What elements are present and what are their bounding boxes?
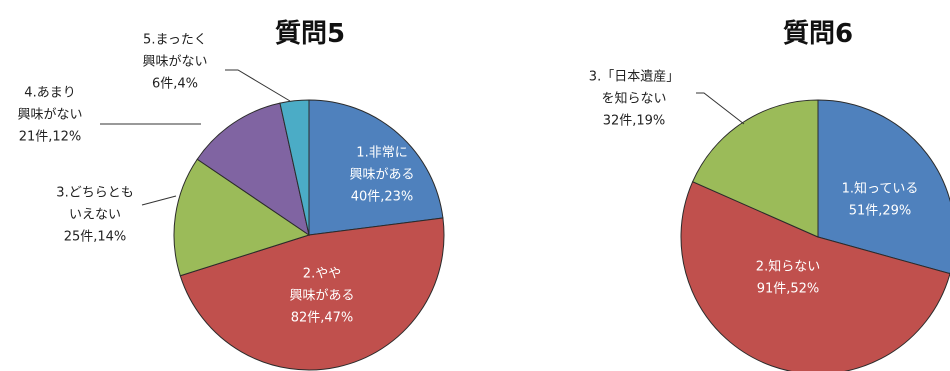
slice-label-2-line: 82件,47% <box>291 311 354 326</box>
slice-label-3: 3.「日本遺産」を知らない 32件,19% <box>589 69 679 129</box>
pie-chart-q6: 質問6 1.知っている 51件,29% 2.知らない 91件,52% 3.「日本遺産」を… <box>589 19 950 371</box>
leader-lines-q5 <box>100 69 291 206</box>
pie-slice-4 <box>196 102 310 237</box>
slice-label-1-line: 40件,23% <box>351 190 414 205</box>
slice-label-1: 1.非常に興味がある 40件,23% <box>349 146 414 205</box>
slice-label-4-line: 4.あまり <box>24 86 75 101</box>
slice-label-3-line: いえない <box>69 208 121 223</box>
leader-line-5 <box>225 69 291 102</box>
slice-label-4-line: 興味がない <box>17 108 82 123</box>
slice-label-1-line: 1.非常に <box>356 146 407 161</box>
leader-line-3 <box>696 92 745 125</box>
pie-chart-q5: 質問5 1.非常に興味がある 40件,23%2.やや興味がある 82件,47%3.ど… <box>17 19 445 371</box>
slice-label-3-line: 25件,14% <box>64 230 127 245</box>
slice-label-5-line: 6件,4% <box>152 77 198 92</box>
chart-title-q5: 質問5 <box>275 19 345 49</box>
slice-label-5-line: 5.まったく <box>143 33 207 48</box>
slice-label-1-line: 51件,29% <box>849 204 912 219</box>
pie-slices-q5 <box>173 99 445 371</box>
pie-slice-2 <box>680 181 950 371</box>
pie-slice-5 <box>279 99 310 236</box>
slice-labels-q5: 1.非常に興味がある 40件,23%2.やや興味がある 82件,47%3.どちらとも… <box>17 33 414 326</box>
pie-slice-3 <box>691 99 819 238</box>
chart-title-q6: 質問6 <box>783 19 853 49</box>
slice-label-2: 2.知らない 91件,52% <box>756 259 820 297</box>
slice-label-2-line: 興味がある <box>289 289 354 304</box>
slice-label-3-line: 32件,19% <box>603 114 666 129</box>
slice-label-1-line: 1.知っている <box>842 181 919 197</box>
slice-labels-q6: 1.知っている 51件,29% 2.知らない 91件,52% 3.「日本遺産」を知らない… <box>589 69 919 297</box>
slice-label-2-line: 2.やや <box>303 267 341 282</box>
pie-slice-1 <box>817 99 950 275</box>
slice-label-2-line: 91件,52% <box>757 282 820 297</box>
slice-label-3-line: 3.「日本遺産」 <box>589 69 679 85</box>
pie-slices-q6 <box>680 99 950 371</box>
slice-label-1-line: 興味がある <box>349 168 414 183</box>
pie-slice-1 <box>308 99 444 236</box>
leader-line-3 <box>141 195 177 206</box>
slice-label-5-line: 興味がない <box>142 55 207 70</box>
slice-label-2: 2.やや興味がある 82件,47% <box>289 267 354 326</box>
pie-slice-3 <box>173 158 311 277</box>
leader-lines-q6 <box>696 92 745 125</box>
slice-label-2-line: 2.知らない <box>756 259 820 275</box>
slice-label-4: 4.あまり興味がない 21件,12% <box>17 86 82 145</box>
slice-label-1: 1.知っている 51件,29% <box>842 181 919 219</box>
slice-label-3: 3.どちらともいえない 25件,14% <box>56 186 133 245</box>
pie-slice-2 <box>179 217 445 371</box>
slice-label-3-line: を知らない <box>601 91 666 107</box>
slice-label-3-line: 3.どちらとも <box>56 186 133 201</box>
slice-label-5: 5.まったく興味がない 6件,4% <box>142 33 207 92</box>
slice-label-4-line: 21件,12% <box>19 130 82 145</box>
